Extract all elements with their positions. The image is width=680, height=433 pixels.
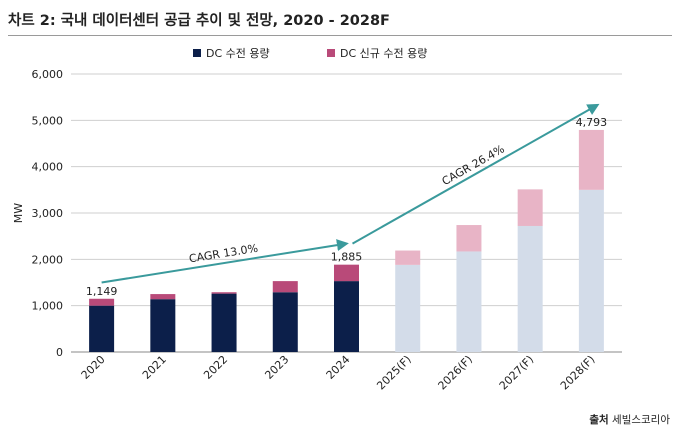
bar-existing-capacity [150,299,176,352]
x-tick-label: 2020 [79,353,108,382]
y-tick-label: 0 [56,346,63,359]
bar-new-capacity [272,281,298,293]
bar-existing-capacity [395,264,421,352]
legend-label-existing: DC 수전 용량 [206,47,270,60]
cagr-label-13: CAGR 13.0% [188,242,259,266]
x-tick-label: 2021 [140,353,169,382]
y-tick-label: 2,000 [32,253,64,266]
data-label: 1,149 [86,285,118,298]
bar-existing-capacity [578,189,604,352]
legend-swatch-existing [193,49,201,57]
legend-swatch-new [327,49,335,57]
y-axis-title: MW [12,203,25,223]
chart-title: 차트 2: 국내 데이터센터 공급 추이 및 전망, 2020 - 2028F [8,13,390,29]
source-label: 출처 [589,414,609,426]
y-tick-label: 4,000 [32,161,64,174]
bar-new-capacity [150,294,176,300]
bar-existing-capacity [211,293,237,352]
data-label: 1,885 [331,251,363,264]
x-tick-label: 2028(F) [558,353,598,393]
bar-existing-capacity [272,292,298,352]
y-tick-label: 1,000 [32,300,64,313]
x-tick-label: 2027(F) [497,353,537,393]
bar-new-capacity [89,298,115,306]
x-tick-label: 2022 [201,353,230,382]
bar-new-capacity [211,292,237,294]
bar-new-capacity [456,225,482,252]
x-tick-label: 2024 [324,353,353,382]
y-tick-label: 5,000 [32,114,64,127]
y-tick-label: 3,000 [32,207,64,220]
source-name: 세빌스코리아 [612,414,670,426]
x-tick-label: 2023 [262,353,291,382]
bar-new-capacity [517,189,543,226]
bar-existing-capacity [517,225,543,352]
bar-new-capacity [395,250,421,265]
bar-new-capacity [578,129,604,190]
x-tick-label: 2025(F) [374,353,414,393]
bar-existing-capacity [334,281,359,352]
x-tick-label: 2026(F) [436,353,476,393]
y-tick-label: 6,000 [32,68,64,81]
legend-label-new: DC 신규 수전 용량 [340,47,427,60]
cagr-arrow-2020-2024 [101,239,349,284]
source-note: 출처 세빌스코리아 [589,412,670,427]
bar-new-capacity [334,264,359,282]
bar-existing-capacity [456,251,482,352]
cagr-label-26: CAGR 26.4% [440,142,507,188]
bar-existing-capacity [89,305,115,352]
title-divider [8,35,672,36]
data-label: 4,793 [576,116,608,129]
cagr-arrow-2024-2028 [352,103,600,245]
